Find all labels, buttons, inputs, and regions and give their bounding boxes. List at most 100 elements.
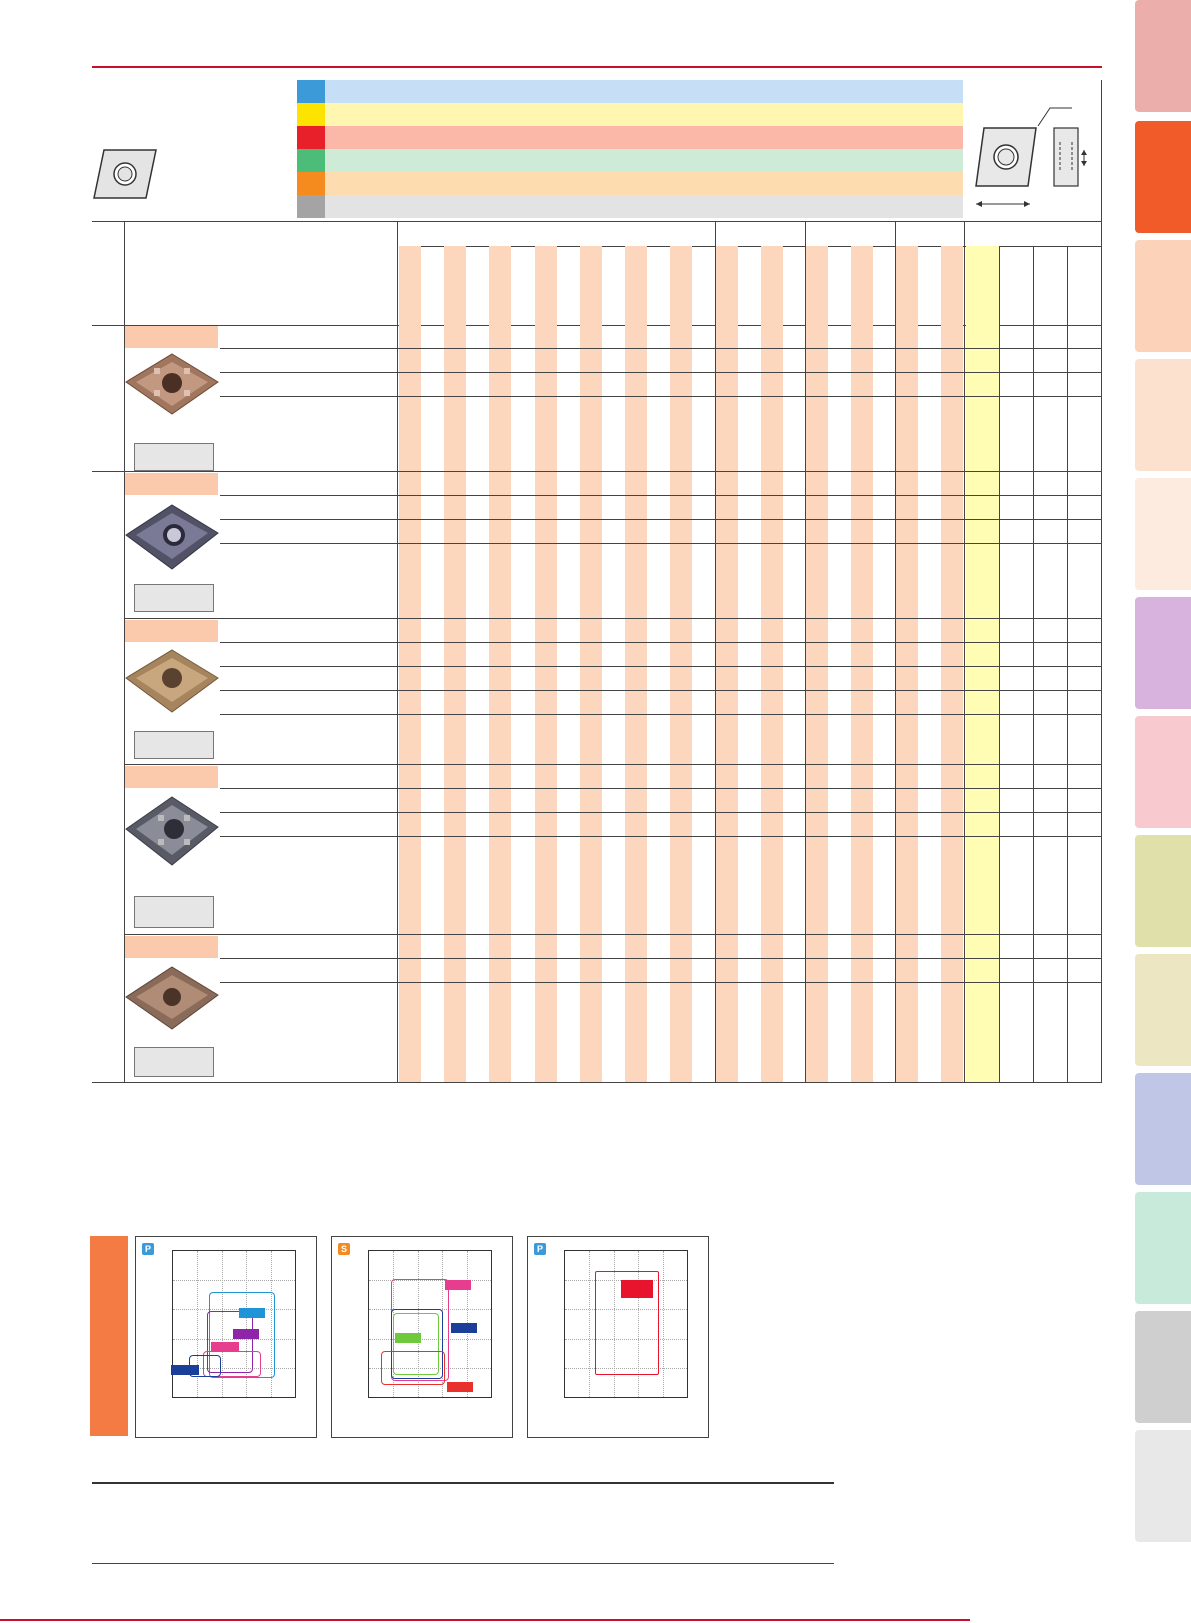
grade-stripe (489, 246, 511, 1082)
grade-stripe (535, 246, 557, 1082)
grade-stripe (444, 246, 466, 1082)
col-rule (1067, 246, 1068, 1082)
row-rule (220, 372, 1102, 373)
grade-stripe (761, 246, 783, 1082)
chart-tag (451, 1323, 477, 1333)
side-tab-3[interactable] (1135, 240, 1191, 352)
col-rule (124, 221, 125, 1082)
series-tag-3 (125, 620, 218, 642)
row-rule (220, 495, 1102, 496)
series-rule (124, 934, 1102, 935)
iso-band-m (325, 103, 963, 126)
iso-band-h (325, 195, 963, 218)
side-tab-8[interactable] (1135, 835, 1191, 947)
grade-stripe (399, 246, 421, 1082)
col-rule (1033, 246, 1034, 1082)
chart-badge: P (534, 1243, 546, 1255)
section-side-bar (90, 1236, 128, 1436)
application-chart-2: S (331, 1236, 513, 1438)
grade-stripe (580, 246, 602, 1082)
side-tab-2[interactable] (1135, 121, 1191, 233)
row-rule (220, 519, 1102, 520)
row-rule (220, 788, 1102, 789)
grade-stripe (941, 246, 963, 1082)
grade-stripe (896, 246, 918, 1082)
side-tab-1[interactable] (1135, 0, 1191, 112)
chart-tag (233, 1329, 259, 1339)
rhombic-insert-icon (93, 149, 157, 199)
table-header-rule (92, 221, 1102, 222)
series-tag-1 (125, 326, 218, 348)
row-rule (220, 396, 1102, 397)
iso-swatch-h (297, 195, 325, 218)
chart-region (381, 1351, 445, 1385)
side-tab-11[interactable] (1135, 1192, 1191, 1304)
chart-tag (211, 1342, 239, 1352)
iso-swatch-p (297, 80, 325, 103)
series-tag-5 (125, 936, 218, 958)
row-rule (220, 666, 1102, 667)
col-rule (964, 221, 965, 1082)
side-tab-10[interactable] (1135, 1073, 1191, 1185)
col-rule (1101, 80, 1102, 1082)
application-chart-1: P (135, 1236, 317, 1438)
side-tab-13[interactable] (1135, 1430, 1191, 1542)
side-tab-5[interactable] (1135, 478, 1191, 590)
side-tab-6[interactable] (1135, 597, 1191, 709)
iso-band-n (325, 149, 963, 172)
chart-tag (395, 1333, 421, 1343)
iso-swatch-s (297, 172, 325, 195)
row-rule (220, 642, 1102, 643)
iso-band-s (325, 172, 963, 195)
iso-swatch-n (297, 149, 325, 172)
chart-badge: S (338, 1243, 350, 1255)
insert-photo-5 (125, 966, 219, 1030)
application-chart-3: P (527, 1236, 709, 1438)
insert-photo-1 (125, 353, 219, 415)
iso-swatch-k (297, 126, 325, 149)
insert-photo-3 (125, 649, 219, 713)
chart-region (393, 1313, 439, 1375)
group-rule (92, 471, 1102, 472)
footer-rule-top (92, 1482, 834, 1484)
iso-swatch-m (297, 103, 325, 126)
grade-stripe (670, 246, 692, 1082)
col-rule (999, 246, 1000, 1082)
row-rule (220, 690, 1102, 691)
col-rule (805, 221, 806, 1082)
chart-region (595, 1271, 659, 1375)
cutting-profile-2 (134, 584, 214, 612)
row-rule (220, 714, 1102, 715)
cutting-profile-5 (134, 1047, 214, 1077)
chart-tag (171, 1365, 199, 1375)
side-tab-7[interactable] (1135, 716, 1191, 828)
chart-tag (447, 1382, 473, 1392)
grade-stripe (806, 246, 828, 1082)
series-tag-4 (125, 766, 218, 788)
insert-photo-4 (125, 796, 219, 866)
bottom-rule (0, 1619, 970, 1621)
dimension-highlight-column (966, 246, 999, 1082)
series-rule (124, 764, 1102, 765)
top-rule (92, 66, 1102, 68)
row-rule (220, 958, 1102, 959)
cutting-profile-4 (134, 896, 214, 928)
grade-stripe (716, 246, 738, 1082)
chart-tag (239, 1308, 265, 1318)
chart-plot-area (564, 1250, 688, 1398)
table-bottom-rule (92, 1082, 1102, 1083)
side-tab-9[interactable] (1135, 954, 1191, 1066)
side-tab-4[interactable] (1135, 359, 1191, 471)
chart-tag (621, 1280, 653, 1298)
col-rule (895, 221, 896, 1082)
grade-stripe (851, 246, 873, 1082)
side-tab-12[interactable] (1135, 1311, 1191, 1423)
cutting-profile-3 (134, 731, 214, 759)
iso-band-k (325, 126, 963, 149)
chart-region (207, 1311, 253, 1373)
chart-region (391, 1309, 443, 1379)
iso-band-p (325, 80, 963, 103)
grade-stripe (625, 246, 647, 1082)
subheader-rule (399, 246, 1102, 247)
insert-dimension-drawing-icon (975, 107, 1087, 207)
